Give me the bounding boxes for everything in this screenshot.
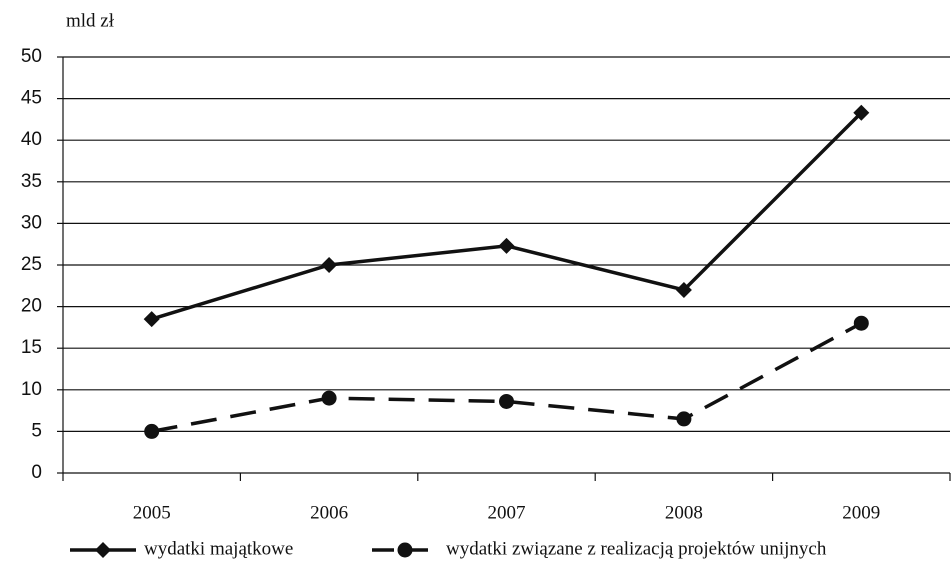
x-tick-label: 2006 bbox=[310, 502, 348, 523]
point bbox=[853, 104, 870, 121]
y-tick-label: 20 bbox=[21, 296, 42, 317]
point bbox=[676, 411, 692, 427]
y-tick-label: 35 bbox=[21, 171, 42, 192]
y-tick-label: 15 bbox=[21, 337, 42, 358]
legend-marker bbox=[397, 542, 413, 558]
x-tick-label: 2009 bbox=[842, 502, 880, 523]
legend-label: wydatki związane z realizacją projektów … bbox=[446, 538, 827, 559]
point bbox=[321, 257, 338, 273]
x-tick-label: 2007 bbox=[488, 502, 526, 523]
point bbox=[144, 423, 160, 439]
y-unit-label: mld zł bbox=[66, 10, 115, 31]
y-tick-label: 40 bbox=[21, 129, 42, 150]
legend-marker bbox=[95, 542, 111, 558]
x-tick-label: 2008 bbox=[665, 502, 703, 523]
point bbox=[499, 393, 514, 409]
series-line bbox=[151, 111, 863, 321]
y-tick-label: 5 bbox=[31, 420, 42, 441]
point bbox=[321, 390, 337, 406]
y-tick-label: 0 bbox=[31, 462, 42, 483]
point bbox=[143, 311, 160, 328]
y-tick-label: 45 bbox=[21, 88, 42, 109]
y-tick-label: 10 bbox=[21, 379, 42, 400]
legend-label: wydatki majątkowe bbox=[144, 538, 293, 559]
point bbox=[675, 281, 692, 298]
y-tick-label: 25 bbox=[21, 254, 42, 275]
point bbox=[498, 237, 515, 254]
x-tick-label: 2005 bbox=[133, 502, 171, 523]
series-line bbox=[151, 321, 863, 434]
y-tick-label: 30 bbox=[21, 212, 42, 233]
y-tick-label: 50 bbox=[21, 46, 42, 67]
point bbox=[853, 315, 869, 331]
